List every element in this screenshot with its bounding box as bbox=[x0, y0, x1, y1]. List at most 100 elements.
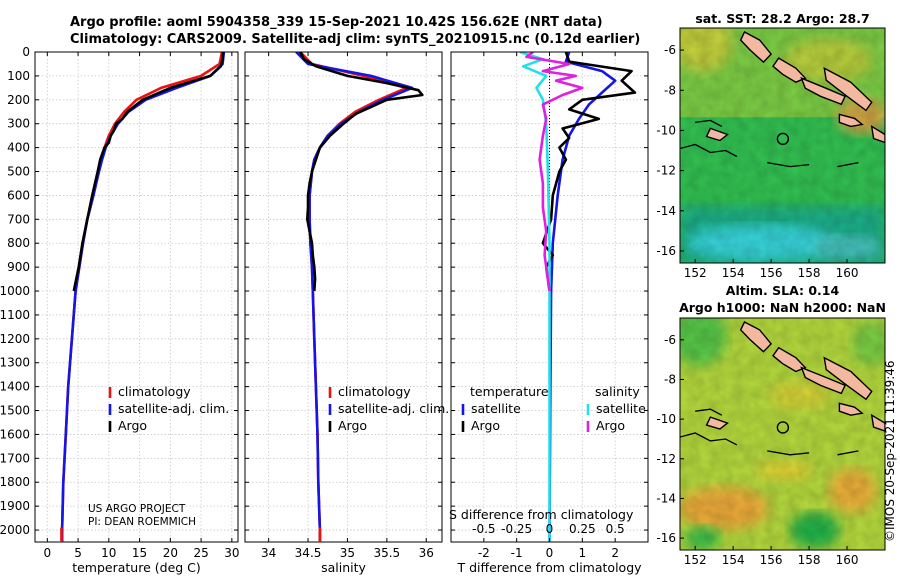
legend-label: climatology bbox=[338, 384, 411, 399]
sla-map-panel: 152 154 156 158 160 -6 -8 -10 -12 -14 -16 bbox=[656, 317, 886, 567]
x-tick-label: 1 bbox=[579, 546, 587, 560]
float-position-marker bbox=[776, 421, 790, 434]
map-x-tick-label: 152 bbox=[684, 266, 707, 280]
salinity-panel: 34 34.5 35 35.5 36 salinity climatology satelli… bbox=[244, 51, 449, 575]
map-y-tick-label: -8 bbox=[664, 372, 676, 386]
x-tick-label: 35.5 bbox=[373, 546, 400, 560]
series-line-climatology bbox=[299, 52, 408, 542]
annotation-pi: PI: DEAN ROEMMICH bbox=[88, 516, 196, 528]
island-shape bbox=[823, 356, 873, 401]
island-shape bbox=[838, 402, 864, 416]
y-tick-label: 1300 bbox=[0, 356, 30, 370]
island-shape bbox=[800, 76, 847, 106]
y-tick-label: 1100 bbox=[0, 308, 30, 322]
map-frame bbox=[679, 317, 886, 551]
plot-frame bbox=[34, 51, 239, 543]
y-tick-label: 1800 bbox=[0, 475, 30, 489]
temperature-panel: 0 5 10 15 20 25 30 temperature (deg C) 0 100 200 30… bbox=[0, 45, 239, 575]
island-shape bbox=[772, 57, 807, 83]
legend-label: Argo bbox=[596, 418, 625, 433]
island-shape bbox=[838, 113, 864, 128]
legend-label: satellite-adj. clim. bbox=[338, 401, 449, 416]
map-x-tick-label: 160 bbox=[836, 553, 859, 567]
x-tick-label: 36 bbox=[419, 546, 434, 560]
island-shape bbox=[870, 413, 885, 432]
legend-title-temperature: temperature bbox=[470, 384, 549, 399]
y-tick-label: 300 bbox=[7, 117, 30, 131]
y-tick-label: 400 bbox=[7, 141, 30, 155]
x-tick-label: 15 bbox=[132, 546, 147, 560]
map-y-tick-label: -16 bbox=[656, 244, 676, 258]
x-tick-label: 34 bbox=[261, 546, 276, 560]
map-y-tick-label: -12 bbox=[656, 452, 676, 466]
island-shape bbox=[739, 31, 773, 64]
legend-label: satellite-adj. clim. bbox=[118, 401, 229, 416]
x-tick-label-salinity: 0.25 bbox=[569, 522, 596, 536]
y-tick-label: 100 bbox=[7, 69, 30, 83]
x-tick-label-salinity: 0.5 bbox=[606, 522, 625, 536]
y-tick-label: 600 bbox=[7, 188, 30, 202]
y-tick-label: 1900 bbox=[0, 499, 30, 513]
y-tick-label: 1500 bbox=[0, 404, 30, 418]
legend-label: Argo bbox=[118, 418, 147, 433]
x-tick-label: 35 bbox=[340, 546, 355, 560]
map-y-tick-label: -8 bbox=[664, 83, 676, 97]
float-position-marker bbox=[776, 132, 790, 146]
island-shape bbox=[739, 321, 773, 353]
x-tick-label: 0 bbox=[546, 546, 554, 560]
legend-label: satellite bbox=[596, 401, 646, 416]
sla-map-title-line1: Altim. SLA: 0.14 bbox=[725, 283, 840, 298]
y-tick-label: 800 bbox=[7, 236, 30, 250]
reef-outline bbox=[695, 408, 723, 416]
y-tick-label: 1000 bbox=[0, 284, 30, 298]
figure-title-line2: Climatology: CARS2009. Satellite-adj cli… bbox=[70, 32, 641, 47]
series-line-satellite-adj-clim- bbox=[295, 52, 414, 542]
map-y-tick-label: -12 bbox=[656, 164, 676, 178]
map-y-tick-label: -10 bbox=[656, 123, 676, 137]
island-shape bbox=[870, 125, 885, 144]
x-tick-label: 25 bbox=[193, 546, 208, 560]
x-axis-label: T difference from climatology bbox=[456, 560, 642, 575]
x-tick-label: 5 bbox=[74, 546, 82, 560]
map-field bbox=[680, 318, 885, 550]
map-x-tick-label: 156 bbox=[760, 553, 783, 567]
x-tick-label: 34.5 bbox=[295, 546, 322, 560]
map-y-tick-label: -14 bbox=[656, 204, 676, 218]
x-axis-label: temperature (deg C) bbox=[72, 560, 201, 575]
map-x-tick-label: 158 bbox=[798, 266, 821, 280]
legend-label: Argo bbox=[338, 418, 367, 433]
x-tick-label: -1 bbox=[511, 546, 523, 560]
y-tick-label: 1600 bbox=[0, 427, 30, 441]
x-axis-label-salinity: S difference from climatology bbox=[449, 507, 634, 522]
reef-outline bbox=[767, 161, 810, 168]
series-group bbox=[295, 52, 424, 542]
sla-map-title-line2: Argo h1000: NaN h2000: NaN bbox=[679, 300, 886, 315]
series-line-satellite-adj-clim- bbox=[60, 52, 226, 542]
reef-outline bbox=[837, 161, 859, 168]
map-x-tick-label: 160 bbox=[836, 266, 859, 280]
series-line-argo-temperature bbox=[541, 52, 637, 292]
island-shape bbox=[705, 127, 729, 142]
series-line-argo bbox=[72, 52, 225, 292]
legend-label: satellite bbox=[471, 401, 521, 416]
reef-outline bbox=[767, 450, 810, 456]
x-tick-label: -2 bbox=[478, 546, 490, 560]
y-tick-label: 1200 bbox=[0, 332, 30, 346]
x-tick-label: 0 bbox=[43, 546, 51, 560]
plot-frame bbox=[244, 51, 443, 543]
legend-label: Argo bbox=[471, 418, 500, 433]
reef-outline bbox=[680, 143, 738, 158]
map-y-tick-label: -6 bbox=[664, 43, 676, 57]
y-tick-label: 1400 bbox=[0, 380, 30, 394]
map-x-tick-label: 154 bbox=[722, 553, 745, 567]
y-tick-label: 900 bbox=[7, 260, 30, 274]
series-group bbox=[60, 52, 226, 542]
annotation-project: US ARGO PROJECT bbox=[88, 503, 186, 515]
map-x-tick-label: 158 bbox=[798, 553, 821, 567]
reef-outline bbox=[695, 119, 723, 127]
sst-map-title: sat. SST: 28.2 Argo: 28.7 bbox=[695, 11, 870, 26]
x-tick-label-salinity: -0.5 bbox=[472, 522, 495, 536]
difference-panel: -2 -1 0 1 2T difference from climatology temp… bbox=[449, 51, 649, 575]
y-tick-label: 2000 bbox=[0, 523, 30, 537]
